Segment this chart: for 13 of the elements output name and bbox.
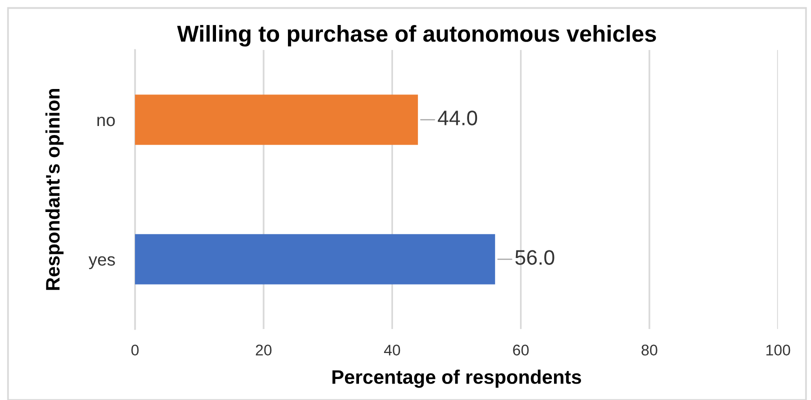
y-tick-label: no [97,116,115,126]
y-tick-label: yes [88,256,115,270]
data-label: 44.0 [438,110,478,126]
x-tick-label: 60 [513,344,529,356]
x-tick-label: 100 [766,344,790,356]
x-tick-label: 0 [131,344,139,356]
y-axis-title: Respondant's opinion [45,89,64,290]
x-tick-label: 20 [256,344,272,356]
x-axis-title: Percentage of respondents [332,370,582,388]
chart-title: Willing to purchase of autonomous vehicles [177,25,656,47]
x-tick-label: 40 [384,344,400,356]
x-tick-label: 80 [642,344,658,356]
data-label: 56.0 [515,250,554,265]
